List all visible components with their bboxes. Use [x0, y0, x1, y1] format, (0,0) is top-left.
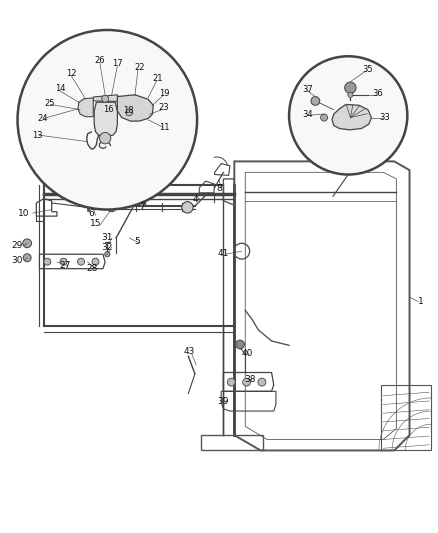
Text: 22: 22 — [134, 63, 145, 72]
Text: 14: 14 — [55, 84, 66, 93]
Circle shape — [345, 82, 356, 93]
Text: 26: 26 — [95, 56, 105, 65]
Text: 34: 34 — [303, 110, 313, 118]
Text: 28: 28 — [86, 264, 98, 273]
Polygon shape — [94, 102, 117, 136]
Text: 6: 6 — [88, 208, 94, 217]
Circle shape — [348, 92, 353, 98]
Text: 30: 30 — [12, 256, 23, 265]
Text: 17: 17 — [112, 59, 123, 68]
Circle shape — [321, 114, 328, 121]
Polygon shape — [78, 98, 93, 117]
Circle shape — [227, 378, 235, 386]
Circle shape — [182, 201, 193, 213]
Circle shape — [107, 203, 116, 212]
Circle shape — [92, 258, 99, 265]
Text: 23: 23 — [158, 103, 169, 112]
Circle shape — [139, 199, 146, 206]
Text: 10: 10 — [18, 209, 30, 219]
Circle shape — [243, 378, 251, 386]
Text: 16: 16 — [103, 105, 114, 114]
Text: 8: 8 — [216, 184, 222, 193]
Text: 38: 38 — [244, 375, 255, 384]
Circle shape — [236, 340, 244, 349]
Text: 32: 32 — [102, 243, 113, 252]
Text: 31: 31 — [102, 233, 113, 242]
Text: 33: 33 — [379, 113, 390, 122]
Circle shape — [44, 258, 51, 265]
Circle shape — [289, 56, 407, 174]
Text: 5: 5 — [134, 238, 140, 246]
Text: 19: 19 — [159, 89, 170, 98]
Text: 41: 41 — [218, 249, 229, 258]
Circle shape — [102, 95, 109, 102]
Circle shape — [258, 378, 266, 386]
Text: 7: 7 — [139, 201, 145, 211]
Text: 27: 27 — [59, 261, 71, 270]
Polygon shape — [332, 104, 371, 130]
Text: 36: 36 — [373, 89, 383, 98]
Circle shape — [126, 109, 133, 116]
Text: 40: 40 — [242, 349, 253, 358]
Text: 11: 11 — [159, 123, 170, 132]
Circle shape — [23, 239, 32, 248]
Circle shape — [311, 96, 320, 106]
Circle shape — [99, 133, 111, 144]
Text: 4: 4 — [193, 195, 198, 204]
Text: 25: 25 — [44, 99, 55, 108]
Text: 43: 43 — [184, 348, 195, 357]
Text: 29: 29 — [12, 241, 23, 250]
Text: 13: 13 — [32, 131, 42, 140]
Text: 35: 35 — [363, 65, 373, 74]
Circle shape — [78, 258, 85, 265]
Text: 24: 24 — [38, 114, 48, 123]
Circle shape — [23, 254, 31, 262]
Text: 1: 1 — [417, 297, 424, 306]
Circle shape — [18, 30, 197, 209]
Circle shape — [60, 258, 67, 265]
Text: 39: 39 — [218, 397, 229, 406]
Polygon shape — [117, 95, 153, 121]
Text: 37: 37 — [303, 85, 313, 94]
Text: 15: 15 — [90, 219, 101, 228]
Text: 21: 21 — [152, 74, 163, 83]
Text: 18: 18 — [123, 106, 134, 115]
Text: 12: 12 — [66, 69, 77, 78]
Polygon shape — [93, 95, 118, 101]
Circle shape — [105, 252, 110, 257]
